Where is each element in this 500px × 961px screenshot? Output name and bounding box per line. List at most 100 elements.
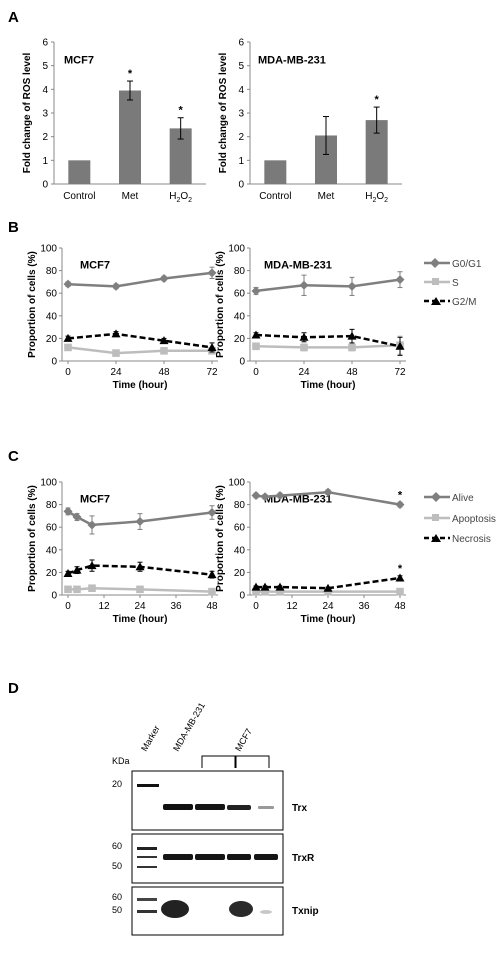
y-tick-label: 60: [46, 289, 58, 300]
significance-star: *: [375, 94, 380, 106]
y-tick-label: 2: [238, 132, 244, 143]
y-tick-label: 20: [234, 334, 246, 345]
lane-label-mda: MDA-MB-231: [171, 701, 207, 753]
point-necrosis: [260, 582, 270, 591]
blot-txnip: [131, 886, 284, 936]
y-tick-label: 80: [46, 500, 58, 511]
point-g2m: [159, 336, 169, 345]
point-alive: [72, 512, 82, 522]
y-tick-label: 1: [238, 156, 244, 167]
y-axis-label: Fold change of ROS level: [218, 52, 229, 173]
point-s: [252, 342, 260, 351]
legend-label-g2m: G2/M: [452, 297, 476, 308]
bar-met: [119, 90, 141, 184]
point-s: [300, 343, 308, 352]
panel-label-d: D: [8, 680, 19, 697]
y-tick-label: 60: [46, 523, 58, 534]
y-tick-label: 80: [234, 266, 246, 277]
y-tick-label: 60: [234, 523, 246, 534]
y-tick-label: 6: [42, 38, 48, 49]
point-apoptosis: [208, 587, 216, 596]
protein-label-trx: Trx: [292, 803, 307, 814]
category-label: Met: [318, 191, 335, 202]
category-label: Met: [122, 191, 139, 202]
band-trxr-2: [195, 854, 225, 860]
legend-b: G0/G1 S G2/M: [424, 258, 482, 308]
bar-met: [315, 135, 337, 184]
chart-a-mcf7: 0 1 2 3 4 5 6 Fold change of ROS level MCF7 Contr…: [22, 38, 206, 204]
point-alive: [63, 506, 73, 516]
point-g2m: [347, 331, 357, 340]
kda-label: KDa: [112, 756, 130, 766]
band-txnip-4: [260, 910, 272, 914]
x-tick-label: 12: [286, 601, 298, 612]
chart-title: MCF7: [80, 259, 110, 271]
point-apoptosis: [88, 584, 96, 593]
band-trx-4: [258, 806, 274, 809]
point-g2m: [63, 333, 73, 342]
y-tick-label: 5: [42, 61, 48, 72]
legend-marker-g0g1: [430, 258, 440, 268]
series-line-g2m: [67, 332, 213, 349]
bar-control: [264, 160, 287, 184]
y-tick-label: 40: [234, 311, 246, 322]
legend-marker-apoptosis: [432, 514, 439, 521]
panel-label-b: B: [8, 219, 19, 236]
legend-c: Alive Apoptosis Necrosis: [424, 492, 496, 545]
point-alive: [251, 491, 261, 501]
band-trxr-3: [227, 854, 251, 860]
significance-star: *: [398, 563, 403, 575]
mw-trxr-60: 60: [112, 841, 122, 851]
chart-c-mda: 0 20 40 60 80 100 0 12 24 36 48 Time (hour) Proporti…: [215, 478, 406, 625]
point-alive: [135, 517, 145, 527]
x-tick-label: 24: [110, 367, 122, 378]
x-tick-label: 0: [65, 601, 71, 612]
lane-label-marker: Marker: [139, 724, 162, 753]
point-alive: [87, 520, 97, 530]
chart-b-mcf7: 0 20 40 60 80 100 0 24 48 72 Time (hour) Proportion…: [27, 244, 218, 391]
band-trx-2: [195, 804, 225, 810]
legend-label-necrosis: Necrosis: [452, 534, 491, 545]
y-tick-label: 0: [51, 357, 57, 368]
point-apoptosis: [261, 587, 269, 596]
chart-title: MDA-MB-231: [264, 259, 332, 271]
x-tick-label: 48: [394, 601, 406, 612]
band-txnip-1: [161, 900, 189, 918]
point-g2m: [395, 341, 405, 350]
point-g0g1: [63, 279, 73, 289]
point-apoptosis: [64, 585, 72, 594]
point-alive: [323, 487, 333, 497]
x-tick-label: 0: [65, 367, 71, 378]
point-g0g1: [207, 268, 217, 278]
bar-h2o2: [169, 128, 192, 184]
significance-star: *: [179, 105, 184, 117]
point-apoptosis: [252, 587, 260, 596]
blot-trx: [131, 770, 284, 831]
point-necrosis: [63, 569, 73, 578]
y-tick-label: 3: [238, 109, 244, 120]
x-axis-label: Time (hour): [301, 614, 356, 625]
chart-a-mda: 0 1 2 3 4 5 6 Fold change of ROS level MDA-MB-23…: [218, 38, 402, 204]
point-necrosis: [207, 570, 217, 579]
bar-h2o2: [365, 120, 388, 184]
y-tick-label: 100: [228, 244, 245, 255]
legend-marker-alive: [431, 492, 441, 502]
x-tick-label: 48: [158, 367, 170, 378]
y-tick-label: 3: [42, 109, 48, 120]
band-txnip-3: [229, 901, 253, 917]
point-g2m: [111, 329, 121, 338]
band-trxr-1: [163, 854, 193, 860]
marker-band: [137, 856, 157, 858]
point-g2m: [299, 332, 309, 341]
x-tick-label: 72: [206, 367, 218, 378]
y-tick-label: 1: [42, 156, 48, 167]
y-tick-label: 6: [238, 38, 244, 49]
chart-title: MDA-MB-231: [258, 54, 326, 66]
mw-trxr-50: 50: [112, 861, 122, 871]
y-tick-label: 0: [51, 591, 57, 602]
panel-label-a: A: [8, 9, 19, 26]
x-tick-label: 24: [298, 367, 310, 378]
series-line-g0g1: [67, 271, 213, 288]
point-alive: [275, 491, 285, 501]
series-line-g0g1: [255, 278, 401, 293]
